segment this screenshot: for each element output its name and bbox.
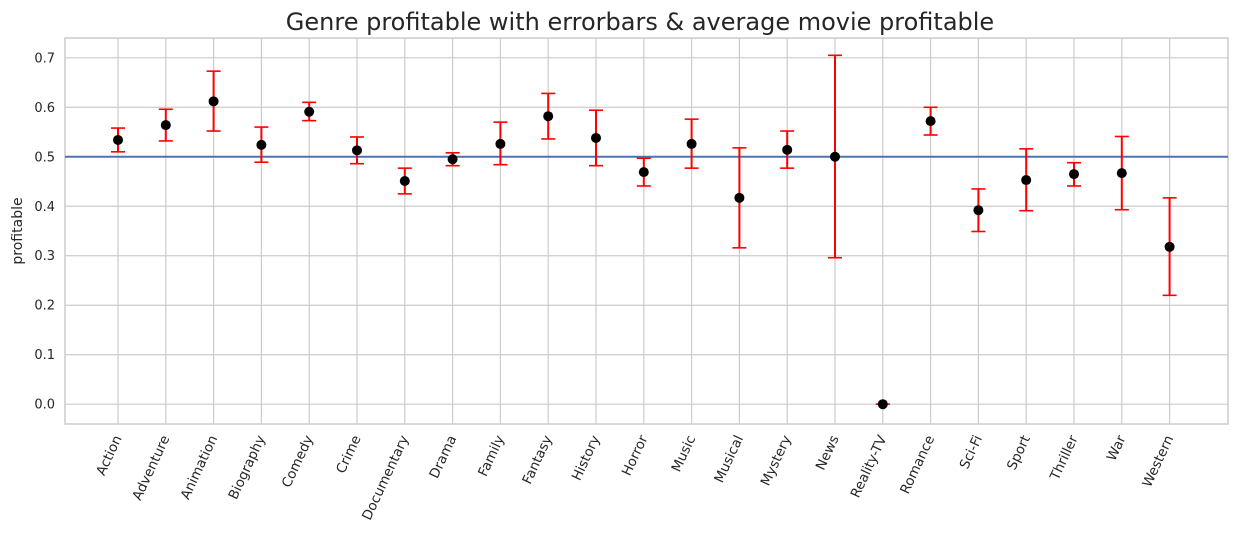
data-point [1021, 175, 1032, 186]
y-tick-label: 0.0 [34, 398, 55, 413]
x-tick-label: Adventure [129, 433, 173, 503]
data-point [1164, 241, 1175, 252]
data-point [686, 138, 697, 149]
data-point [256, 139, 267, 150]
data-point [973, 205, 984, 216]
data-point [1116, 168, 1127, 179]
chart-title: Genre profitable with errorbars & averag… [286, 8, 994, 36]
x-tick-label: Animation [178, 433, 222, 502]
x-tick-label: Musical [711, 433, 747, 485]
x-tick-label: Sport [1004, 433, 1034, 473]
data-point [352, 145, 362, 156]
y-tick-label: 0.4 [34, 200, 55, 215]
y-tick-label: 0.1 [34, 348, 55, 363]
x-tick-label: Music [668, 433, 699, 475]
y-tick-label: 0.7 [34, 51, 55, 66]
x-tick-label: Biography [225, 433, 269, 502]
x-tick-label: Action [93, 433, 125, 478]
data-point [734, 192, 745, 203]
y-axis-label: profitable [10, 197, 26, 264]
x-tick-label: Horror [619, 433, 652, 479]
data-point [113, 134, 123, 145]
x-tick-label: Western [1139, 433, 1177, 490]
data-point [877, 399, 888, 410]
x-tick-label: Thriller [1047, 433, 1082, 484]
x-tick-label: Fantasy [519, 433, 555, 487]
data-point [495, 138, 506, 149]
x-tick-label: Romance [897, 433, 938, 497]
x-tick-label: War [1104, 433, 1130, 464]
x-tick-label: Mystery [758, 433, 795, 489]
data-point [447, 154, 458, 165]
data-point [160, 120, 171, 131]
data-point [830, 151, 840, 162]
x-tick-label: History [569, 433, 604, 483]
data-point [304, 106, 315, 117]
x-tick-label: Sci-Fi [957, 433, 986, 472]
data-point [638, 167, 649, 178]
plot-area: 0.0 0.1 0.2 0.3 0.4 0.5 0.6 0.7 Action Adventure A… [34, 37, 1229, 523]
y-tick-label: 0.2 [34, 299, 55, 314]
x-tick-label: News [813, 433, 843, 473]
x-tick-label: Documentary [359, 433, 412, 523]
data-point [782, 144, 793, 155]
data-point [1069, 169, 1079, 180]
data-point [543, 111, 554, 122]
axes-frame [64, 37, 1229, 425]
y-tick-label: 0.5 [34, 150, 55, 165]
data-point [399, 176, 410, 187]
y-tick-label: 0.6 [34, 101, 55, 116]
data-point [208, 96, 219, 107]
data-point [925, 116, 936, 127]
x-tick-label: Family [475, 433, 508, 479]
x-tick-label: Crime [333, 433, 364, 476]
x-tick-label: Drama [426, 433, 460, 481]
x-tick-label: Reality-TV [848, 432, 891, 500]
data-point [591, 132, 601, 143]
x-tick-label: Comedy [279, 433, 317, 490]
y-tick-label: 0.3 [34, 249, 55, 264]
